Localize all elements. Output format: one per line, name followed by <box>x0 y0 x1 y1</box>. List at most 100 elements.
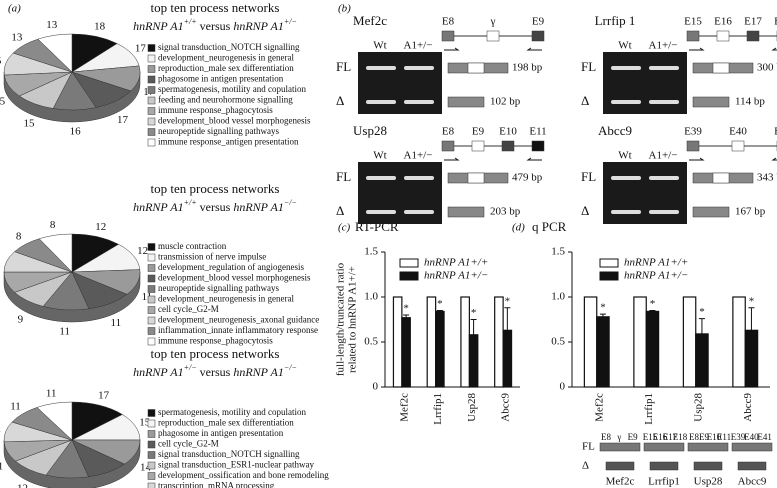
band <box>366 66 396 70</box>
lane-label: Wt <box>373 150 386 162</box>
size-label: 167 bp <box>735 206 766 218</box>
legend-swatch <box>399 271 419 281</box>
legend-label: development_neurogenesis in general <box>158 53 294 63</box>
legend-label: development_neurogenesis_axonal guidance <box>158 315 319 325</box>
x-tick-label: Abcc9 <box>742 393 754 422</box>
legend-swatch <box>599 258 619 268</box>
exon-label-small: E8 <box>689 432 699 442</box>
gel <box>358 52 442 114</box>
exon-label: E9 <box>472 126 485 138</box>
bar <box>460 296 470 388</box>
legend-label: feeding and neurohormone signalling <box>158 95 293 105</box>
fl-box <box>599 442 641 452</box>
legend-swatch <box>147 243 156 251</box>
amplicon <box>692 96 730 108</box>
alt-exon <box>712 62 730 74</box>
error-bar <box>436 310 443 313</box>
slice-label: 11 <box>10 400 21 412</box>
x-tick-label: Abcc9 <box>500 393 512 422</box>
slice-label: 12 <box>17 483 28 488</box>
exon <box>531 140 545 152</box>
fl-box <box>643 442 685 452</box>
legend-label: muscle contraction <box>158 241 227 251</box>
y-tick-label: 1.0 <box>551 291 565 303</box>
exon <box>501 140 515 152</box>
subtitle-part: hnRNP A1 <box>133 19 184 33</box>
band <box>366 100 396 104</box>
primer-arrows <box>444 157 542 161</box>
pie-slice <box>37 33 73 73</box>
exon <box>471 140 485 152</box>
panel-label: (c) <box>338 222 351 234</box>
legend-swatch <box>147 96 156 105</box>
bar <box>645 310 660 388</box>
slice-label: 14 <box>140 462 152 474</box>
legend-label: neuropeptide signalling pathways <box>158 283 279 293</box>
row-label: FL <box>336 59 351 74</box>
pie-subtitle: hnRNP A1+/− versus hnRNP A1−/− <box>133 363 297 378</box>
pie-slice <box>36 401 73 441</box>
row-label: FL <box>581 59 596 74</box>
lane-label: A1+/− <box>649 150 678 162</box>
exon-label: E8 <box>442 16 455 28</box>
slice-label: 17 <box>98 390 110 402</box>
exon-label-small: E9 <box>628 432 638 442</box>
exon-label-small: E17 <box>663 432 678 442</box>
legend-swatch <box>399 258 419 268</box>
y-axis-label: full-length/truncated ratio <box>335 262 347 376</box>
gel <box>358 162 442 224</box>
slice-label: 17 <box>117 114 129 126</box>
bar <box>732 296 746 388</box>
primer-arrows <box>689 157 777 161</box>
exon-label: E16 <box>714 16 732 28</box>
exon <box>531 30 545 42</box>
exon-label-small: E10 <box>707 432 722 442</box>
band <box>611 100 641 104</box>
error-bar <box>470 319 477 351</box>
slice-label: 11 <box>111 317 122 329</box>
slice-label: 15 <box>0 95 6 107</box>
exon <box>486 30 500 42</box>
exon-label-small: E16 <box>653 432 668 442</box>
bar <box>494 296 504 388</box>
legend-swatch <box>147 264 156 272</box>
legend-label: cell cycle_G2-M <box>158 439 219 449</box>
exon-label: E17 <box>744 16 762 28</box>
size-label: 479 bp <box>512 172 543 184</box>
x-tick-label: Lrrfip1 <box>643 393 655 425</box>
legend-label: hnRNP A1+/− <box>624 270 688 282</box>
size-label: 300 bp <box>757 62 777 74</box>
legend-swatch <box>147 295 156 304</box>
lane-label: Wt <box>618 150 631 162</box>
legend-label: phagosome in antigen presentation <box>158 74 284 84</box>
gene-name: Abcc9 <box>598 123 632 138</box>
size-label: 114 bp <box>735 96 765 108</box>
size-label: 102 bp <box>490 96 521 108</box>
gel <box>603 162 687 224</box>
legend-label: neuropeptide signalling pathways <box>158 126 279 136</box>
gene-name-small: Mef2c <box>606 476 635 488</box>
legend-swatch <box>147 75 156 84</box>
fl-box <box>687 442 729 452</box>
slice-label: 12 <box>95 221 106 233</box>
subtitle-part: +/+ <box>184 17 197 26</box>
primer-arrows <box>444 47 542 51</box>
legend-swatch <box>147 107 156 115</box>
legend-label: hnRNP A1+/+ <box>424 257 488 269</box>
significance: * <box>749 295 755 307</box>
gene-name: Mef2c <box>353 13 387 28</box>
significance: * <box>699 306 705 318</box>
bar <box>583 296 598 388</box>
slice-label: 11 <box>0 423 1 435</box>
exon <box>731 140 745 152</box>
legend-swatch <box>599 271 619 281</box>
gene-name-small: Usp28 <box>694 476 723 488</box>
gene-name-small: Abcc9 <box>738 476 767 488</box>
lane-label: A1+/− <box>404 40 433 52</box>
exon <box>686 140 700 152</box>
exon-label: E18 <box>774 16 777 28</box>
legend-swatch <box>147 472 156 480</box>
row-label: Δ <box>582 460 589 472</box>
legend-label: transmission of nerve impulse <box>158 252 266 262</box>
legend-label: hnRNP A1+/− <box>424 270 488 282</box>
